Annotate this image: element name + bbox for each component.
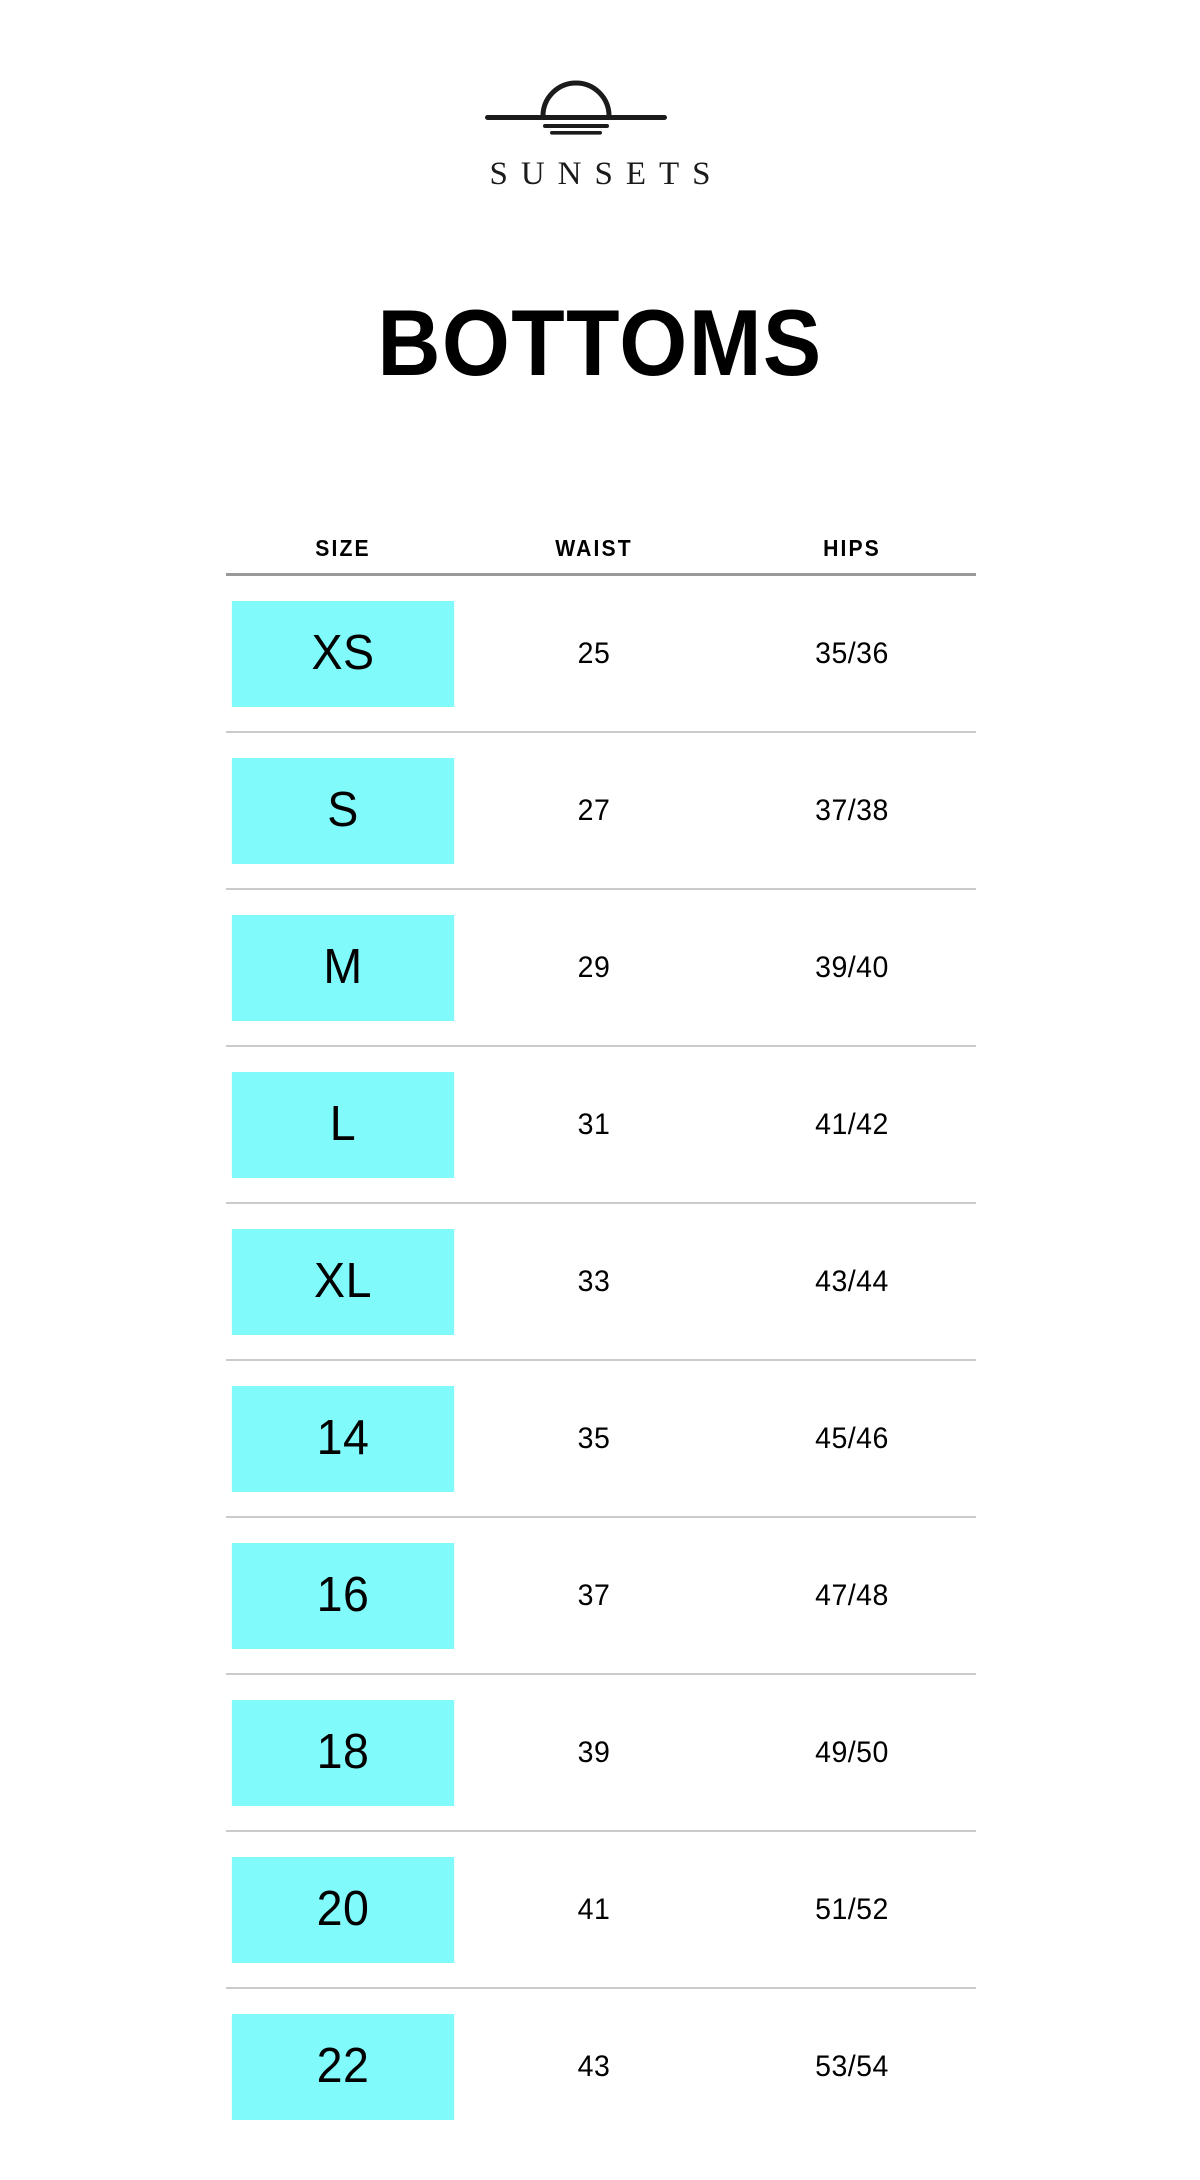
waist-value: 35 <box>577 1421 611 1455</box>
table-row: 22 43 53/54 <box>226 1989 976 2144</box>
size-cell: 20 <box>226 1856 460 1963</box>
row-separator <box>226 1830 976 1832</box>
waist-value: 31 <box>577 1107 611 1141</box>
column-header-size: SIZE <box>315 535 371 561</box>
size-chip: M <box>231 914 455 1021</box>
size-cell: XL <box>226 1228 460 1335</box>
row-separator <box>226 731 976 733</box>
size-cell: 16 <box>226 1542 460 1649</box>
waist-value: 27 <box>577 793 611 827</box>
hips-value: 39/40 <box>815 950 889 984</box>
table-header-row: SIZE WAIST HIPS <box>226 500 976 562</box>
size-cell: XS <box>226 600 460 707</box>
hips-value: 45/46 <box>815 1421 889 1455</box>
waist-value: 41 <box>577 1892 611 1926</box>
table-row: S 27 37/38 <box>226 733 976 888</box>
table-row: L 31 41/42 <box>226 1047 976 1202</box>
table-row: 18 39 49/50 <box>226 1675 976 1830</box>
hips-value: 43/44 <box>815 1264 889 1298</box>
size-chip: 18 <box>231 1699 455 1806</box>
table-row: XS 25 35/36 <box>226 576 976 731</box>
size-chip: XS <box>231 600 455 707</box>
waist-value: 33 <box>577 1264 611 1298</box>
page-title: BOTTOMS <box>377 290 823 395</box>
waist-value: 39 <box>577 1735 611 1769</box>
table-row: 16 37 47/48 <box>226 1518 976 1673</box>
size-cell: S <box>226 757 460 864</box>
size-cell: M <box>226 914 460 1021</box>
sunset-horizon-icon <box>485 80 667 135</box>
size-cell: 18 <box>226 1699 460 1806</box>
column-header-hips: HIPS <box>823 535 881 561</box>
table-row: M 29 39/40 <box>226 890 976 1045</box>
header-rule <box>226 573 976 576</box>
hips-value: 49/50 <box>815 1735 889 1769</box>
column-header-waist: WAIST <box>555 535 633 561</box>
size-chip: 16 <box>231 1542 455 1649</box>
size-chip: S <box>231 757 455 864</box>
hips-value: 53/54 <box>815 2049 889 2083</box>
waist-value: 29 <box>577 950 611 984</box>
table-row: XL 33 43/44 <box>226 1204 976 1359</box>
table-row: 20 41 51/52 <box>226 1832 976 1987</box>
hips-value: 37/38 <box>815 793 889 827</box>
waist-value: 37 <box>577 1578 611 1612</box>
size-chip: XL <box>231 1228 455 1335</box>
size-chip: 22 <box>231 2013 455 2120</box>
size-cell: 22 <box>226 2013 460 2120</box>
size-chip: 14 <box>231 1385 455 1492</box>
hips-value: 51/52 <box>815 1892 889 1926</box>
row-separator <box>226 1673 976 1675</box>
hips-value: 47/48 <box>815 1578 889 1612</box>
row-separator <box>226 1987 976 1989</box>
row-separator <box>226 888 976 890</box>
row-separator <box>226 1516 976 1518</box>
row-separator <box>226 1359 976 1361</box>
hips-value: 41/42 <box>815 1107 889 1141</box>
row-separator <box>226 1202 976 1204</box>
size-chip: 20 <box>231 1856 455 1963</box>
table-row: 14 35 45/46 <box>226 1361 976 1516</box>
size-cell: L <box>226 1071 460 1178</box>
hips-value: 35/36 <box>815 636 889 670</box>
waist-value: 25 <box>577 636 611 670</box>
size-chart-table: SIZE WAIST HIPS XS 25 35/36 S 27 37/38 M <box>226 500 976 2144</box>
size-chip: L <box>231 1071 455 1178</box>
size-cell: 14 <box>226 1385 460 1492</box>
brand-name: SUNSETS <box>489 156 724 192</box>
brand-header: SUNSETS <box>0 60 1200 191</box>
waist-value: 43 <box>577 2049 611 2083</box>
row-separator <box>226 1045 976 1047</box>
